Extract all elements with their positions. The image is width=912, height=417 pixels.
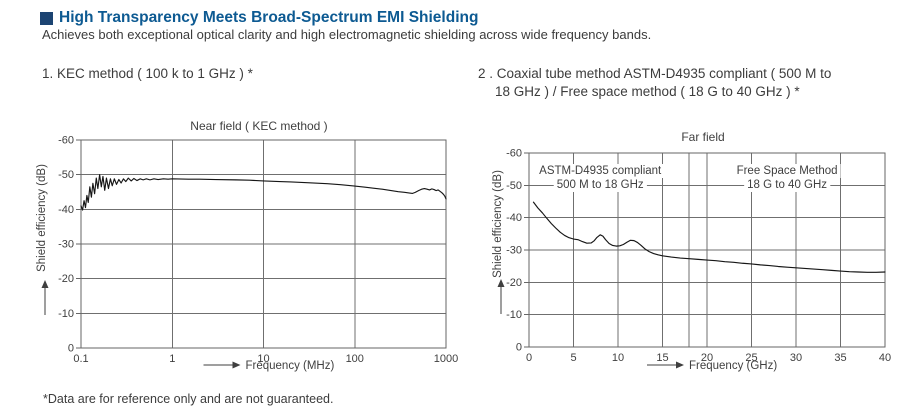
x-tick-label: 5 [570,352,576,364]
chart-near_field: -60 -50 -40 -30 -20 -10 00.1 1 10 100 1000 Near fie… [36,119,458,372]
y-tick-labels: -60 -50 -40 -30 -20 -10 0 [58,135,74,355]
x-tick-label: 20 [701,352,713,364]
x-tick-label: 1 [169,353,175,365]
method-2-label-line2: 18 GHz ) / Free space method ( 18 G to 4… [495,84,800,99]
x-tick-label: 40 [879,352,891,364]
x-tick-label: 10 [257,353,269,365]
annotation-bg [553,178,647,192]
series-curve-near_field [80,174,447,211]
y-tick-label: -20 [58,273,74,285]
y-tick-label: -30 [506,245,522,257]
y-tick-label: -40 [58,204,74,216]
y-axis-label: Shield efficiency (dB) [492,170,504,278]
x-tick-labels: 0.1 1 10 100 1000 [73,353,458,365]
x-tick-label: 0 [526,352,532,364]
y-tick-label: 0 [68,343,74,355]
y-tick-label: 0 [516,342,522,354]
y-tick-label: -50 [58,169,74,181]
x-axis-arrow-head-icon [676,361,684,369]
y-tick-label: -60 [506,148,522,160]
page-title: High Transparency Meets Broad-Spectrum E… [59,9,479,26]
footnote: *Data are for reference only and are not… [43,392,334,406]
annotation-line2: 500 M to 18 GHz [557,179,644,191]
x-axis-label: Frequency (GHz) [689,360,777,372]
x-tick-label: 15 [656,352,668,364]
annotation-bg [536,164,666,178]
x-axis-label: Frequency (MHz) [246,360,335,372]
x-tick-labels: 0 5 10 15 20 25 30 35 40 [526,352,891,364]
y-tick-label: -40 [506,212,522,224]
annotation: Free Space Method 18 G to 40 GHz [733,164,841,192]
annotation: ASTM-D4935 compliant 500 M to 18 GHz [536,164,666,192]
annotation-bg [744,178,831,192]
chart-title: Far field [681,130,724,144]
y-tick-label: -60 [58,135,74,147]
y-tick-label: -20 [506,277,522,289]
y-axis-arrow-head-icon [41,280,49,288]
y-tick-label: -10 [506,309,522,321]
annotation-line1: ASTM-D4935 compliant [539,165,662,177]
chart-title: Near field ( KEC method ) [190,119,327,133]
y-tick-marks [76,139,81,349]
y-tick-label: -50 [506,180,522,192]
series-curve-far_field [532,201,886,273]
y-tick-label: -30 [58,239,74,251]
page-subtitle: Achieves both exceptional optical clarit… [42,27,652,42]
x-axis-arrow-head-icon [232,361,241,369]
x-tick-label: 100 [346,353,364,365]
x-tick-label: 1000 [434,353,458,365]
annotation-bg [733,164,841,178]
annotation-line1: Free Space Method [737,165,838,177]
y-tick-labels: -60 -50 -40 -30 -20 -10 0 [506,148,522,354]
x-tick-label: 35 [834,352,846,364]
y-axis-label: Shield efficiency (dB) [36,164,48,272]
x-tick-label: 30 [790,352,802,364]
x-tick-label: 25 [745,352,757,364]
method-1-label: 1. KEC method ( 100 k to 1 GHz ) * [42,66,253,81]
method-2-label-line1: 2 . Coaxial tube method ASTM-D4935 compl… [478,66,832,81]
y-tick-marks [524,152,529,348]
chart-far_field: -60 -50 -40 -30 -20 -10 00 5 10 15 20 25 30 35 40 ASTM-… [492,130,891,372]
x-tick-label: 10 [612,352,624,364]
grid [80,139,447,349]
section-bullet-icon [40,11,53,25]
y-axis-arrow-head-icon [497,279,505,287]
y-tick-label: -10 [58,308,74,320]
x-tick-label: 0.1 [73,353,88,365]
annotation-line2: 18 G to 40 GHz [747,179,827,191]
section-header: High Transparency Meets Broad-Spectrum E… [40,9,478,27]
